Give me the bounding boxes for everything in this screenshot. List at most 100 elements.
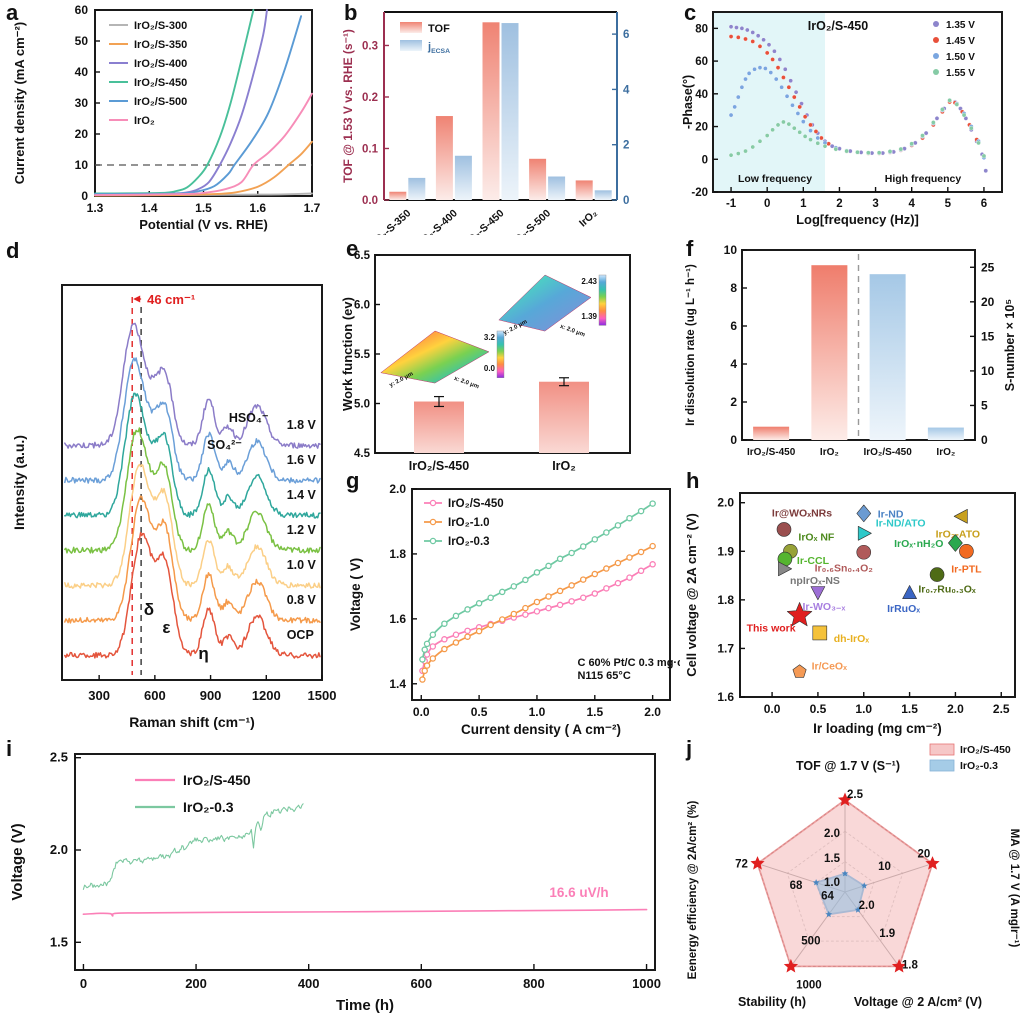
panel-f-dissolution-chart: 0 2 4 6 8 10 0 5 10 15 20 25 IrO₂/S-450 IrO₂ IrO₂/S-45… (680, 235, 1024, 480)
svg-text:Ir-ND: Ir-ND (878, 508, 904, 520)
svg-text:30: 30 (75, 96, 89, 110)
panel-label-b: b (344, 0, 358, 25)
svg-text:16.6 uV/h: 16.6 uV/h (549, 885, 608, 900)
svg-text:1.6: 1.6 (717, 690, 734, 704)
svg-text:1.50 V: 1.50 V (946, 52, 975, 63)
panel-d-raman-spectra: 300 600 900 1200 1500 46 cm⁻¹ OCP 0.8 V 1.0 V 1.2… (0, 235, 340, 745)
svg-text:900: 900 (200, 688, 222, 703)
svg-text:5: 5 (945, 198, 952, 210)
svg-text:1.0 V: 1.0 V (287, 558, 317, 572)
svg-text:64: 64 (821, 890, 834, 902)
svg-text:1500: 1500 (308, 688, 337, 703)
svg-text:0.3: 0.3 (362, 40, 378, 52)
svg-text:1.5: 1.5 (586, 705, 603, 719)
svg-text:1.55 V: 1.55 V (946, 68, 975, 79)
svg-text:0: 0 (764, 198, 770, 210)
svg-text:IrO₂/S-450: IrO₂/S-450 (409, 459, 469, 473)
svg-text:1.3: 1.3 (87, 201, 104, 215)
svg-text:600: 600 (410, 976, 432, 991)
svg-text:Voltage ( V): Voltage ( V) (348, 558, 363, 631)
panel-j-radar-chart: 1.0 1.5 2.0 2.5 10 20 2.0 1.9 1.8 500 1000 64 68 72 TO… (680, 740, 1024, 1019)
svg-text:-Phase(°): -Phase(°) (681, 75, 695, 129)
svg-text:600: 600 (144, 688, 166, 703)
svg-text:50: 50 (75, 34, 89, 48)
panel-c-bode-phase-chart: -1 0 1 2 3 4 5 6 -20 0 20 40 60 80 Log[frequency (Hz)]… (680, 0, 1024, 240)
svg-text:2.5: 2.5 (993, 702, 1010, 716)
svg-text:4.5: 4.5 (354, 448, 371, 460)
svg-text:Ir@WOₓNRs: Ir@WOₓNRs (772, 507, 832, 519)
svg-text:Work function (ev): Work function (ev) (340, 297, 355, 411)
svg-text:500: 500 (801, 936, 820, 948)
svg-text:400: 400 (298, 976, 320, 991)
svg-text:C 60% Pt/C 0.3 mg·cm⁻²: C 60% Pt/C 0.3 mg·cm⁻² (577, 657, 680, 669)
svg-text:1.35 V: 1.35 V (946, 20, 975, 31)
svg-text:4: 4 (730, 357, 737, 371)
svg-text:ε: ε (162, 618, 170, 637)
svg-text:OCP: OCP (287, 628, 314, 642)
svg-text:MA @ 1.7 V (A mgIr⁻¹): MA @ 1.7 V (A mgIr⁻¹) (1008, 829, 1020, 948)
panel-i-stability-chart: 0 200 400 600 800 1000 1.5 2.0 2.5 IrO₂/S-450 IrO₂… (0, 740, 680, 1019)
svg-text:IrO₂/S-450: IrO₂/S-450 (747, 447, 796, 458)
svg-text:2: 2 (836, 198, 842, 210)
svg-text:Ir-CCL: Ir-CCL (797, 555, 830, 567)
svg-text:10: 10 (75, 158, 89, 172)
svg-text:2.5: 2.5 (50, 750, 68, 765)
svg-text:IrOₓ·nH₂O: IrOₓ·nH₂O (894, 538, 943, 550)
svg-text:6: 6 (623, 29, 629, 41)
svg-text:IrO₂: IrO₂ (577, 207, 600, 229)
svg-text:N115 65°C: N115 65°C (577, 670, 630, 682)
svg-text:5.5: 5.5 (354, 349, 371, 361)
svg-text:0.0: 0.0 (362, 195, 378, 207)
svg-text:Ir loading (mg cm⁻²): Ir loading (mg cm⁻²) (813, 721, 942, 736)
svg-text:2: 2 (730, 395, 737, 409)
lsv-chart-canvas: 1.3 1.4 1.5 1.6 1.7 0 10 20 30 40 50 60 Potential (V… (12, 3, 321, 232)
svg-text:Ir₀.₇Ru₀.₃Oₓ: Ir₀.₇Ru₀.₃Oₓ (918, 584, 976, 596)
svg-text:1.8: 1.8 (717, 593, 734, 607)
svg-text:Potential (V vs. RHE): Potential (V vs. RHE) (139, 217, 268, 232)
svg-text:IrO₂/S-300: IrO₂/S-300 (134, 20, 187, 32)
svg-text:High frequency: High frequency (885, 173, 962, 185)
panel-label-c: c (684, 0, 697, 25)
svg-text:60: 60 (695, 56, 708, 68)
panel-a-lsv-chart: 1.3 1.4 1.5 1.6 1.7 0 10 20 30 40 50 60 Potential (V… (0, 0, 340, 240)
panel-label-f: f (686, 236, 694, 261)
svg-text:1.6: 1.6 (249, 201, 266, 215)
svg-text:1.6: 1.6 (389, 612, 406, 626)
svg-text:0.5: 0.5 (471, 705, 488, 719)
svg-text:Time (h): Time (h) (336, 997, 394, 1014)
svg-text:0.8 V: 0.8 V (287, 593, 317, 607)
svg-text:SO₄²⁻: SO₄²⁻ (207, 438, 242, 452)
svg-text:Ir/CeOₓ: Ir/CeOₓ (812, 661, 848, 673)
svg-text:40: 40 (75, 65, 89, 79)
svg-text:10: 10 (878, 861, 891, 873)
svg-text:-20: -20 (691, 187, 708, 199)
svg-text:0: 0 (730, 433, 737, 447)
svg-text:4: 4 (908, 198, 915, 210)
svg-text:68: 68 (790, 880, 803, 892)
svg-text:0: 0 (981, 433, 988, 447)
svg-text:IrO₂/S-450: IrO₂/S-450 (448, 498, 504, 510)
svg-text:x: 2.0 μm: x: 2.0 μm (453, 376, 479, 391)
svg-text:η: η (198, 644, 208, 663)
svg-text:1.8 V: 1.8 V (287, 418, 317, 432)
svg-text:800: 800 (523, 976, 545, 991)
svg-text:3: 3 (872, 198, 878, 210)
svg-text:TOF @ 1.53 V vs. RHE (s⁻¹): TOF @ 1.53 V vs. RHE (s⁻¹) (341, 29, 355, 183)
svg-text:Log[frequency (Hz)]: Log[frequency (Hz)] (796, 212, 919, 227)
svg-text:IrO₂-S-450: IrO₂-S-450 (460, 207, 506, 235)
svg-text:IrOₓ NF: IrOₓ NF (798, 531, 835, 543)
svg-text:1.5: 1.5 (824, 853, 841, 865)
svg-text:npIrOₓ-NS: npIrOₓ-NS (790, 575, 840, 587)
svg-text:2.0: 2.0 (644, 705, 661, 719)
svg-text:Stability (h): Stability (h) (738, 995, 806, 1009)
svg-text:Ir dissolution rate (ug L⁻¹ h⁻: Ir dissolution rate (ug L⁻¹ h⁻¹) (685, 264, 697, 426)
panel-h-benchmark-scatter: 0.0 0.5 1.0 1.5 2.0 2.5 1.6 1.7 1.8 1.9 2.0 Ir@WOₓN… (680, 475, 1024, 745)
panel-label-g: g (346, 468, 360, 493)
svg-text:1000: 1000 (796, 979, 822, 991)
svg-text:dh-IrOₓ: dh-IrOₓ (834, 633, 869, 645)
svg-text:20: 20 (917, 848, 930, 860)
svg-text:IrO₂/S-450: IrO₂/S-450 (960, 744, 1011, 756)
svg-text:80: 80 (695, 23, 708, 35)
panel-e-work-function-chart: 4.5 5.0 5.5 6.0 6.5 IrO₂/S-450 IrO₂ Work functi… (340, 235, 680, 480)
